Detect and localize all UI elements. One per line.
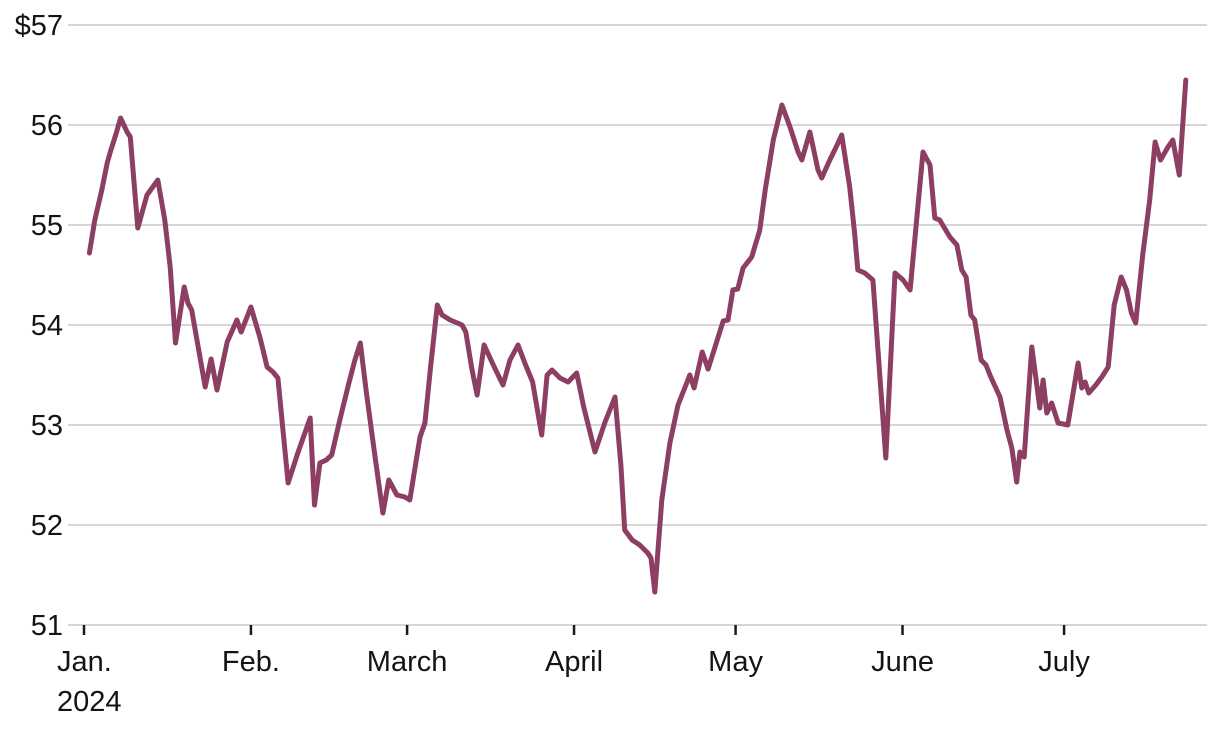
y-axis-label-53: 53 — [31, 410, 63, 442]
month-label-May: May — [708, 646, 763, 678]
price-line — [86, 77, 1189, 595]
y-axis-label-54: 54 — [31, 310, 63, 342]
y-axis-label-55: 55 — [31, 210, 63, 242]
month-label-April: April — [545, 646, 603, 678]
y-axis-label-56: 56 — [31, 110, 63, 142]
month-label-Jan.: Jan. — [57, 646, 112, 678]
month-label-July: July — [1038, 646, 1090, 678]
month-label-March: March — [367, 646, 448, 678]
month-label-Feb.: Feb. — [222, 646, 280, 678]
y-axis-label-52: 52 — [31, 510, 63, 542]
month-label-June: June — [871, 646, 934, 678]
year-label: 2024 — [57, 686, 122, 718]
y-axis-label-51: 51 — [31, 610, 63, 642]
y-axis-label-57: $57 — [15, 10, 63, 42]
